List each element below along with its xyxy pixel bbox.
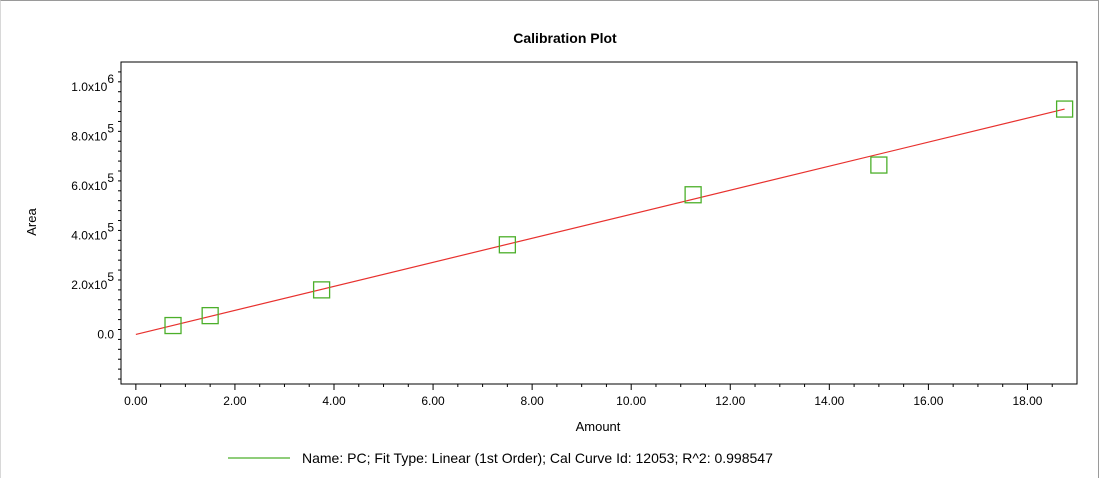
fit-line-layer <box>135 108 1065 336</box>
data-point <box>312 281 331 299</box>
y-tick-label: 2.0x105 <box>71 270 114 292</box>
y-axis-title: Area <box>24 208 39 236</box>
y-tick-label: 4.0x105 <box>71 220 114 242</box>
x-tick-label: 16.00 <box>913 394 943 408</box>
x-tick-label: 8.00 <box>520 394 544 408</box>
data-points-layer <box>164 100 1074 335</box>
plot-area <box>120 61 1078 385</box>
y-tick-label: 8.0x105 <box>71 121 114 143</box>
legend-label: Name: PC; Fit Type: Linear (1st Order); … <box>302 450 773 466</box>
x-tick-label: 4.00 <box>322 394 346 408</box>
data-point <box>684 186 702 204</box>
x-tick-label: 0.00 <box>124 394 148 408</box>
x-tick-label: 14.00 <box>814 394 844 408</box>
data-point <box>1055 100 1074 118</box>
x-tick-label: 6.00 <box>421 394 445 408</box>
chart-title: Calibration Plot <box>513 30 617 46</box>
data-point <box>201 306 219 325</box>
y-tick-label: 0.0 <box>97 327 114 341</box>
y-tick-label: 6.0x105 <box>71 171 114 193</box>
x-tick-label: 18.00 <box>1012 394 1042 408</box>
x-tick-label: 12.00 <box>715 394 745 408</box>
data-point <box>870 156 888 174</box>
y-axis: 0.0 2.0x105 4.0x105 6.0x105 8.0x105 1.0x106 <box>71 71 121 380</box>
data-point <box>164 316 182 335</box>
data-point <box>498 236 517 254</box>
x-axis-title: Amount <box>576 419 621 434</box>
y-tick-label: 1.0x106 <box>71 72 114 94</box>
x-axis: 0.00 2.00 4.00 6.00 8.00 10.00 12.00 14.00 16.00… <box>124 384 1053 408</box>
x-tick-label: 2.00 <box>223 394 247 408</box>
x-tick-label: 10.00 <box>616 394 646 408</box>
fit-line <box>135 108 1065 336</box>
